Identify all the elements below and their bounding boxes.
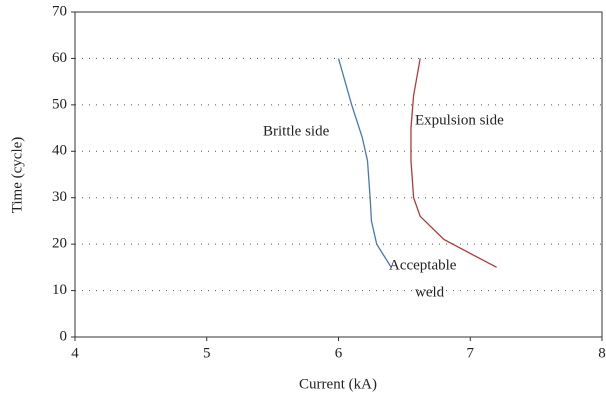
plot-frame bbox=[74, 11, 603, 338]
x-tick-label: 7 bbox=[467, 345, 475, 361]
y-tick-label: 10 bbox=[52, 282, 67, 298]
x-tick-label: 8 bbox=[598, 345, 606, 361]
x-axis-label: Current (kA) bbox=[299, 376, 377, 392]
y-tick-label: 30 bbox=[52, 189, 67, 205]
x-tick-label: 6 bbox=[335, 345, 343, 361]
y-tick-label: 70 bbox=[52, 3, 67, 19]
line-series bbox=[410, 58, 497, 268]
x-tick-label: 4 bbox=[71, 345, 79, 361]
y-tick-label: 0 bbox=[60, 328, 68, 344]
y-tick-label: 50 bbox=[52, 96, 67, 112]
annotation: Acceptable bbox=[389, 257, 457, 273]
line-series bbox=[337, 58, 392, 268]
annotation: Expulsion side bbox=[415, 112, 504, 128]
y-tick-label: 60 bbox=[52, 50, 67, 66]
y-tick-label: 20 bbox=[52, 236, 67, 252]
annotation: weld bbox=[415, 284, 445, 300]
y-axis-label: Time (cycle) bbox=[9, 137, 25, 214]
y-tick-label: 40 bbox=[52, 143, 67, 159]
annotation: Brittle side bbox=[263, 123, 330, 139]
x-tick-label: 5 bbox=[203, 345, 211, 361]
